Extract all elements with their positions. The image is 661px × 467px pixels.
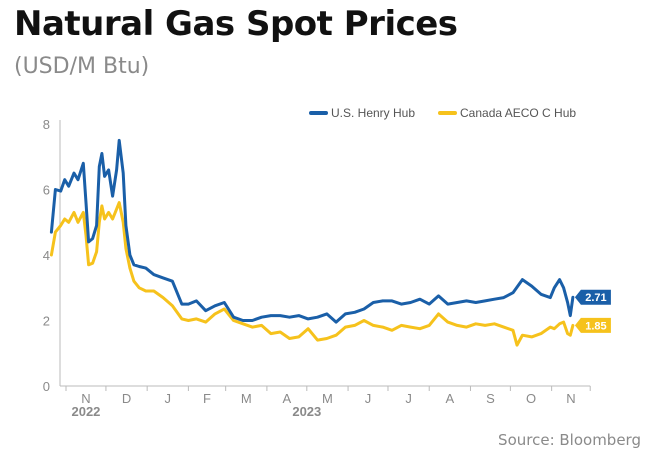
y-tick-label: 0: [43, 379, 50, 394]
legend-label-aeco-hub: Canada AECO C Hub: [460, 106, 576, 120]
x-tick-label: S: [486, 391, 495, 406]
x-tick-label: M: [322, 391, 333, 406]
x-tick-label: F: [203, 391, 211, 406]
x-tick-label: D: [122, 391, 131, 406]
end-value-henry-hub: 2.71: [585, 292, 606, 304]
legend: U.S. Henry Hub Canada AECO C Hub: [309, 106, 576, 120]
source-note: Source: Bloomberg: [498, 431, 641, 449]
year-label: 2022: [71, 404, 100, 419]
x-tick-label: N: [81, 391, 90, 406]
x-tick-label: J: [405, 391, 412, 406]
y-tick-label: 4: [43, 248, 50, 263]
y-tick-label: 6: [43, 183, 50, 198]
end-label-tag-aeco-hub: [574, 317, 611, 333]
plot-area: [49, 138, 575, 347]
end-label-tag-henry-hub: [574, 289, 611, 305]
x-tick-label: J: [365, 391, 372, 406]
end-value-aeco-hub: 1.85: [585, 320, 606, 332]
series-line-henry-hub: [49, 138, 575, 324]
chart-subtitle: (USD/M Btu): [14, 54, 150, 79]
y-tick-label: 8: [43, 117, 50, 132]
legend-label-henry-hub: U.S. Henry Hub: [331, 106, 415, 120]
end-labels: 2.71 1.85: [574, 289, 611, 333]
year-label: 2023: [292, 404, 321, 419]
chart-title: Natural Gas Spot Prices: [14, 4, 458, 44]
y-axis: 0 2 4 6 8: [43, 117, 61, 394]
series-line-aeco-hub: [49, 201, 575, 347]
y-tick-label: 2: [43, 314, 50, 329]
x-tick-label: N: [566, 391, 575, 406]
x-tick-label: M: [241, 391, 252, 406]
x-tick-label: A: [446, 391, 455, 406]
x-tick-label: O: [526, 391, 536, 406]
x-tick-label: A: [283, 391, 292, 406]
x-tick-label: J: [165, 391, 172, 406]
